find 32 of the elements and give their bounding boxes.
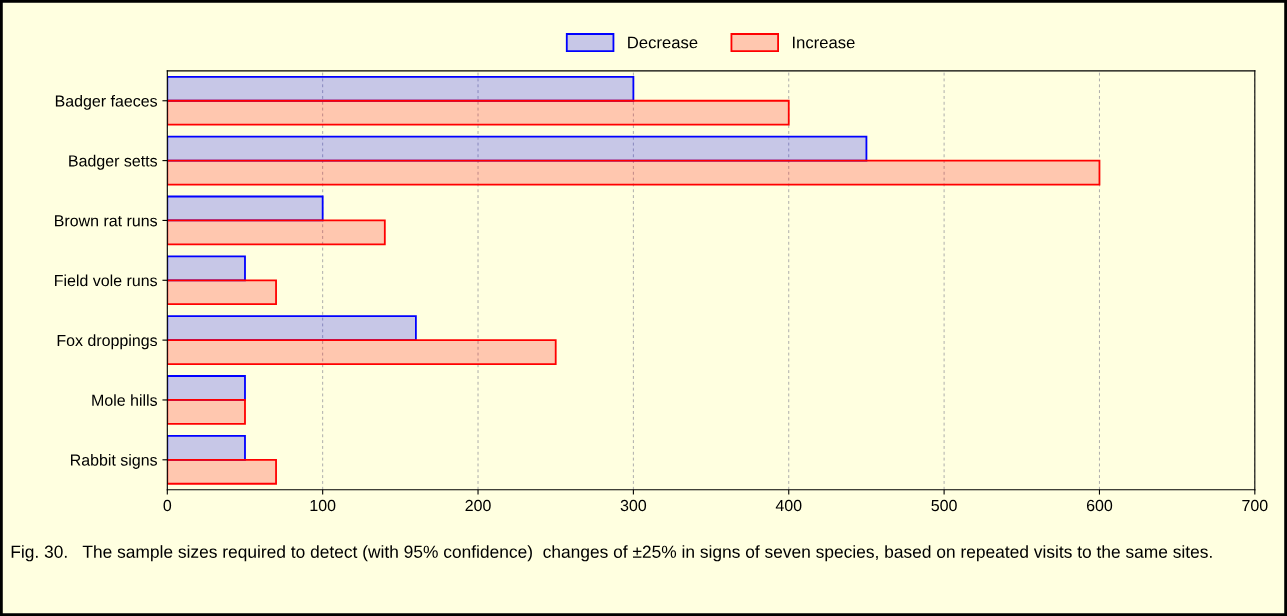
bar <box>167 99 790 126</box>
x-tick-label: 700 <box>1242 499 1268 512</box>
y-tick-label: Badger faeces <box>55 94 158 110</box>
legend-label: Increase <box>792 36 855 49</box>
bar <box>167 458 277 485</box>
x-tick-label: 200 <box>465 499 491 512</box>
bar <box>167 135 868 162</box>
x-tick-label: 100 <box>310 499 336 512</box>
bar <box>167 159 1101 186</box>
bar <box>167 315 417 342</box>
bar <box>167 279 277 306</box>
x-tick-label: 500 <box>931 499 957 512</box>
bar <box>167 339 557 365</box>
caption: Fig. 30. The sample sizes required to detect (with 95% confidence) changes of ±25% in signs of seven species, based on repeated visits to the same sites. <box>11 545 1212 562</box>
y-tick-label: Mole hills <box>92 394 158 406</box>
bar <box>167 255 246 282</box>
bar <box>167 375 246 401</box>
bar <box>167 75 635 102</box>
legend-label: Decrease <box>628 36 698 49</box>
bar <box>167 399 246 425</box>
x-tick-label: 0 <box>163 499 172 512</box>
x-tick-label: 300 <box>620 499 647 512</box>
x-tick-label: 400 <box>775 499 802 512</box>
y-tick-label: Badger setts <box>69 154 158 170</box>
y-tick-label: Brown rat runs <box>55 215 158 227</box>
x-tick-label: 600 <box>1086 499 1113 512</box>
y-tick-label: Rabbit signs <box>71 454 158 469</box>
bar <box>167 219 386 246</box>
y-tick-label: Field vole runs <box>55 274 158 287</box>
bar <box>167 195 324 222</box>
bar <box>167 434 246 461</box>
y-tick-label: Fox droppings <box>57 334 158 350</box>
